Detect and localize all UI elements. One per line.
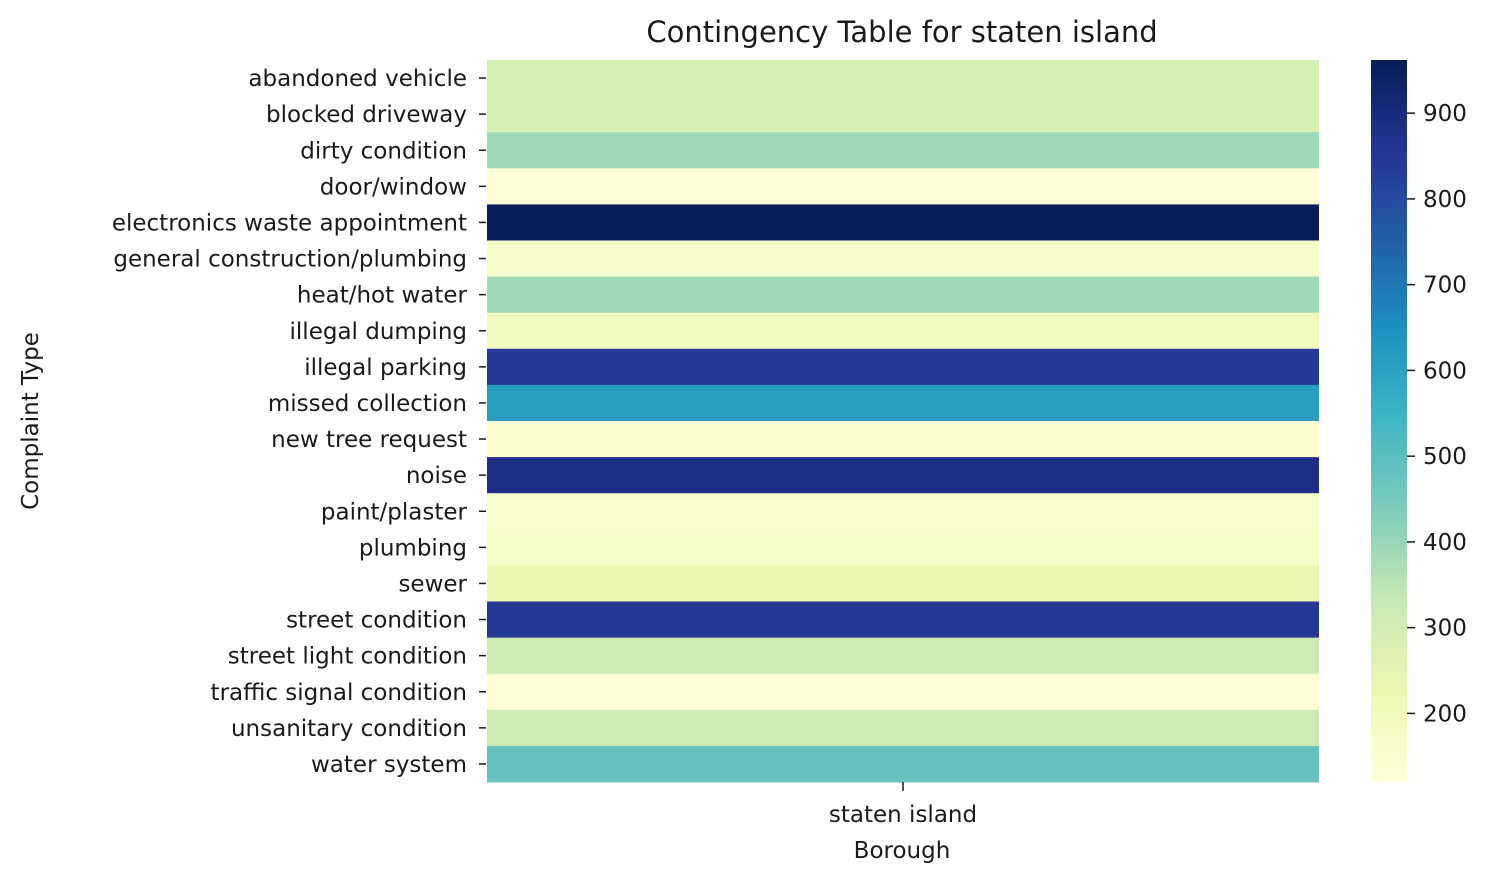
y-tick-label: illegal dumping — [290, 319, 467, 345]
y-axis-label: Complaint Type — [18, 332, 44, 510]
heatmap-cell — [487, 457, 1319, 494]
y-tick-label: street light condition — [228, 644, 467, 670]
heatmap-cell — [487, 745, 1319, 783]
heatmap-cell — [487, 96, 1319, 133]
heatmap-cell — [487, 637, 1319, 675]
y-tick-label: heat/hot water — [297, 283, 468, 309]
heatmap-cell — [487, 276, 1319, 314]
y-tick-labels: abandoned vehicle blocked driveway dirty c… — [112, 66, 486, 778]
y-tick-label: water system — [311, 752, 467, 778]
y-tick-label: abandoned vehicle — [248, 66, 467, 92]
colorbar-tick-label: 200 — [1423, 701, 1467, 727]
y-tick-label: missed collection — [268, 391, 467, 417]
heatmap-cell — [487, 529, 1319, 566]
x-axis-label: Borough — [854, 838, 951, 864]
heatmap-cell — [487, 132, 1319, 169]
heatmap-cells — [487, 60, 1319, 783]
colorbar — [1371, 60, 1407, 782]
colorbar-ticks: 200 300 400 500 600 700 800 900 — [1407, 101, 1467, 727]
y-tick-label: general construction/plumbing — [113, 247, 467, 273]
y-tick-label: dirty condition — [300, 138, 467, 164]
colorbar-tick-label: 700 — [1423, 273, 1467, 299]
heatmap-cell — [487, 240, 1319, 278]
y-tick-label: door/window — [320, 174, 467, 200]
heatmap-cell — [487, 312, 1319, 350]
heatmap-cell — [487, 709, 1319, 747]
heatmap-cell — [487, 493, 1319, 530]
heatmap-cell — [487, 384, 1319, 422]
heatmap-cell — [487, 60, 1319, 97]
y-tick-label: new tree request — [271, 427, 467, 453]
x-tick-label: staten island — [829, 802, 977, 828]
colorbar-tick-label: 600 — [1423, 358, 1467, 384]
y-tick-label: blocked driveway — [266, 102, 467, 128]
y-tick-label: street condition — [286, 608, 467, 634]
y-tick-label: paint/plaster — [321, 499, 468, 525]
y-tick-label: plumbing — [359, 535, 467, 561]
y-tick-label: sewer — [398, 571, 467, 597]
y-tick-label: noise — [406, 463, 467, 489]
x-tick-labels: staten island — [829, 782, 977, 828]
y-tick-label: traffic signal condition — [211, 680, 467, 706]
colorbar-tick-label: 900 — [1423, 101, 1467, 127]
heatmap-cell — [487, 348, 1319, 386]
heatmap-cell — [487, 168, 1319, 205]
heatmap-cell — [487, 421, 1319, 458]
colorbar-tick-label: 500 — [1423, 444, 1467, 470]
y-tick-label: electronics waste appointment — [112, 210, 467, 236]
y-tick-label: unsanitary condition — [231, 716, 467, 742]
heatmap-cell — [487, 673, 1319, 711]
y-tick-label: illegal parking — [304, 355, 467, 381]
heatmap-cell — [487, 204, 1319, 241]
heatmap-cell — [487, 565, 1319, 602]
heatmap-cell — [487, 601, 1319, 639]
colorbar-tick-label: 300 — [1423, 616, 1467, 642]
colorbar-tick-label: 800 — [1423, 187, 1467, 213]
chart-title: Contingency Table for staten island — [646, 15, 1157, 49]
colorbar-tick-label: 400 — [1423, 530, 1467, 556]
